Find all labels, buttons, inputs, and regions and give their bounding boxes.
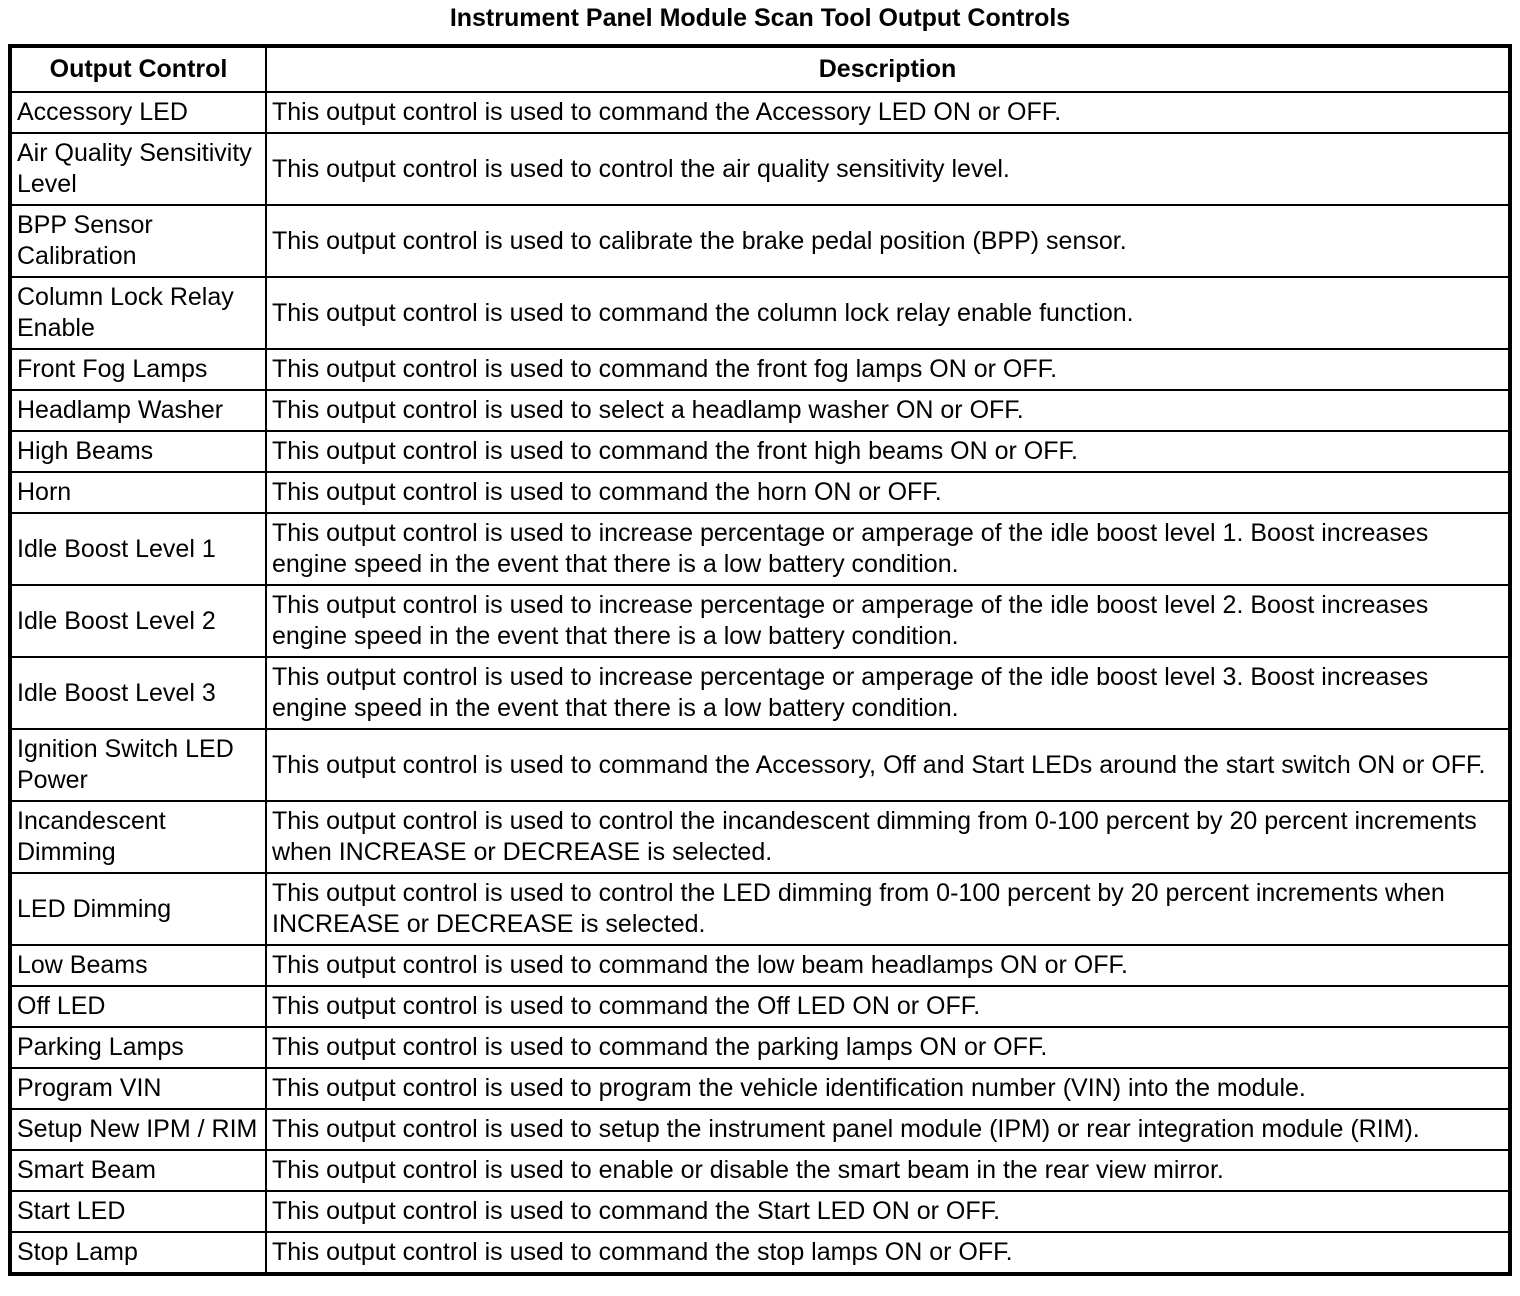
table-row: Air Quality Sensitivity Level This outpu… <box>9 132 1511 206</box>
output-control-cell: Idle Boost Level 2 <box>9 584 267 658</box>
output-control-cell: Front Fog Lamps <box>9 348 267 391</box>
description-cell: This output control is used to command t… <box>265 430 1511 473</box>
table-row: Column Lock Relay Enable This output con… <box>9 276 1511 350</box>
description-cell: This output control is used to command t… <box>265 728 1511 802</box>
output-control-cell: Smart Beam <box>9 1149 267 1192</box>
description-cell: This output control is used to command t… <box>265 944 1511 987</box>
table-header-row: Output Control Description <box>9 45 1511 93</box>
description-cell: This output control is used to command t… <box>265 91 1511 134</box>
output-control-cell: Column Lock Relay Enable <box>9 276 267 350</box>
output-control-cell: High Beams <box>9 430 267 473</box>
description-cell: This output control is used to command t… <box>265 1231 1511 1275</box>
table-row: Accessory LED This output control is use… <box>9 91 1511 134</box>
table-row: Horn This output control is used to comm… <box>9 471 1511 514</box>
description-cell: This output control is used to command t… <box>265 985 1511 1028</box>
description-cell: This output control is used to command t… <box>265 1190 1511 1233</box>
output-controls-table: Output Control Description Accessory LED… <box>8 44 1512 1276</box>
description-cell: This output control is used to control t… <box>265 872 1511 946</box>
table-row: Low Beams This output control is used to… <box>9 944 1511 987</box>
description-cell: This output control is used to command t… <box>265 276 1511 350</box>
table-row: Idle Boost Level 3 This output control i… <box>9 656 1511 730</box>
output-control-cell: Parking Lamps <box>9 1026 267 1069</box>
output-control-cell: Low Beams <box>9 944 267 987</box>
description-cell: This output control is used to calibrate… <box>265 204 1511 278</box>
table-row: Off LED This output control is used to c… <box>9 985 1511 1028</box>
table-row: Front Fog Lamps This output control is u… <box>9 348 1511 391</box>
table-row: Program VIN This output control is used … <box>9 1067 1511 1110</box>
description-cell: This output control is used to select a … <box>265 389 1511 432</box>
description-cell: This output control is used to command t… <box>265 471 1511 514</box>
table-row: BPP Sensor Calibration This output contr… <box>9 204 1511 278</box>
description-cell: This output control is used to increase … <box>265 512 1511 586</box>
output-control-cell: Accessory LED <box>9 91 267 134</box>
table-row: Ignition Switch LED Power This output co… <box>9 728 1511 802</box>
output-control-cell: BPP Sensor Calibration <box>9 204 267 278</box>
description-cell: This output control is used to setup the… <box>265 1108 1511 1151</box>
table-row: Idle Boost Level 2 This output control i… <box>9 584 1511 658</box>
table-row: LED Dimming This output control is used … <box>9 872 1511 946</box>
output-control-cell: Off LED <box>9 985 267 1028</box>
output-control-cell: Idle Boost Level 1 <box>9 512 267 586</box>
output-control-cell: Idle Boost Level 3 <box>9 656 267 730</box>
table-row: High Beams This output control is used t… <box>9 430 1511 473</box>
output-control-cell: Start LED <box>9 1190 267 1233</box>
table-row: Start LED This output control is used to… <box>9 1190 1511 1233</box>
table-row: Parking Lamps This output control is use… <box>9 1026 1511 1069</box>
table-row: Headlamp Washer This output control is u… <box>9 389 1511 432</box>
output-control-cell: Incandescent Dimming <box>9 800 267 874</box>
output-control-cell: Stop Lamp <box>9 1231 267 1275</box>
output-control-cell: Air Quality Sensitivity Level <box>9 132 267 206</box>
description-cell: This output control is used to control t… <box>265 800 1511 874</box>
column-header-description: Description <box>265 45 1511 93</box>
description-cell: This output control is used to command t… <box>265 1026 1511 1069</box>
description-cell: This output control is used to enable or… <box>265 1149 1511 1192</box>
output-control-cell: LED Dimming <box>9 872 267 946</box>
column-header-output-control: Output Control <box>9 45 267 93</box>
description-cell: This output control is used to program t… <box>265 1067 1511 1110</box>
table-body: Accessory LED This output control is use… <box>9 91 1511 1275</box>
description-cell: This output control is used to increase … <box>265 656 1511 730</box>
output-control-cell: Headlamp Washer <box>9 389 267 432</box>
table-row: Smart Beam This output control is used t… <box>9 1149 1511 1192</box>
table-row: Incandescent Dimming This output control… <box>9 800 1511 874</box>
table-row: Stop Lamp This output control is used to… <box>9 1231 1511 1275</box>
table-row: Idle Boost Level 1 This output control i… <box>9 512 1511 586</box>
output-control-cell: Ignition Switch LED Power <box>9 728 267 802</box>
description-cell: This output control is used to increase … <box>265 584 1511 658</box>
output-control-cell: Horn <box>9 471 267 514</box>
description-cell: This output control is used to command t… <box>265 348 1511 391</box>
description-cell: This output control is used to control t… <box>265 132 1511 206</box>
output-control-cell: Program VIN <box>9 1067 267 1110</box>
page-title: Instrument Panel Module Scan Tool Output… <box>449 4 1071 32</box>
table-row: Setup New IPM / RIM This output control … <box>9 1108 1511 1151</box>
output-control-cell: Setup New IPM / RIM <box>9 1108 267 1151</box>
